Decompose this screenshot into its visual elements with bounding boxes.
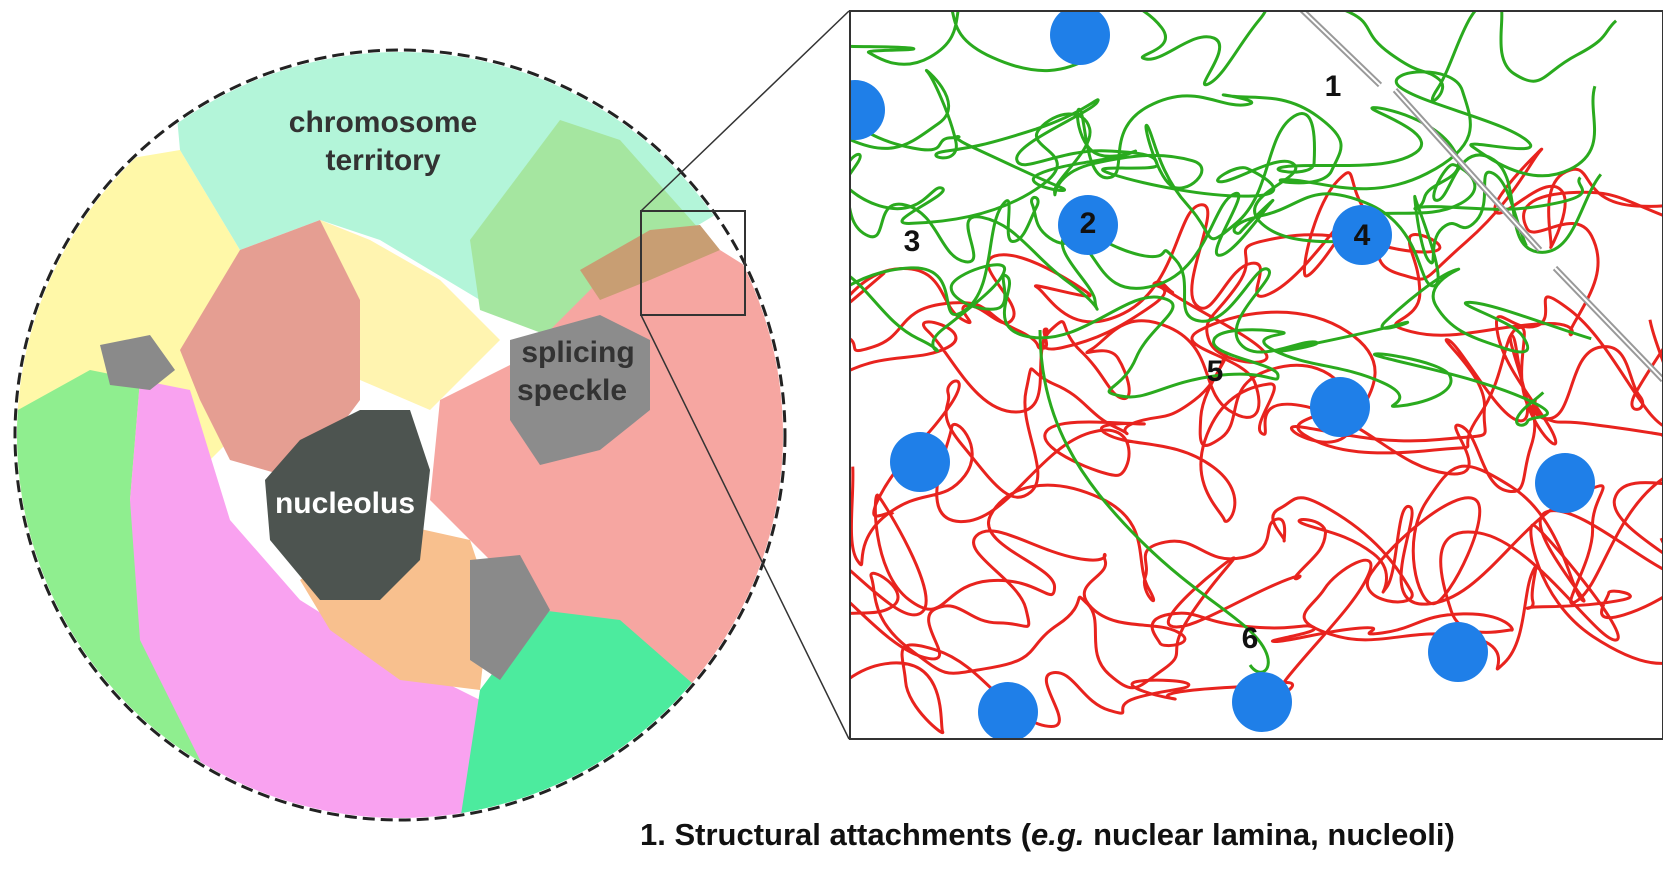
zoom-markers: 1 2 3 4 5 6 [904, 70, 1371, 655]
caption-lead: 1. Structural attachments ( [640, 817, 1032, 852]
attachment-point [1058, 195, 1118, 255]
chromatin-green [850, 263, 1549, 427]
chromatin-red [850, 310, 1663, 444]
nucleus-territories [17, 52, 783, 818]
chromatin-red [850, 558, 1663, 735]
attachment-point [1535, 453, 1595, 513]
label: nucleolus [275, 487, 415, 520]
zoom-region [640, 210, 746, 316]
zoom-view [850, 11, 1663, 739]
label: splicing [521, 336, 634, 369]
caption-rest: nuclear lamina, nucleoli) [1084, 817, 1454, 852]
chromatin-red [850, 476, 1663, 690]
chromatin-green [850, 170, 1528, 317]
attachment-point [1428, 622, 1488, 682]
chromatin-green [1038, 329, 1270, 674]
chromatin-red [850, 190, 1663, 364]
zoom-connector [640, 314, 850, 740]
zoom-frame [849, 10, 1663, 740]
caption: 1. Structural attachments (e.g. nuclear … [640, 817, 1455, 852]
attachment-point [1310, 377, 1370, 437]
chromatin-green [850, 11, 1618, 103]
splicing-speckle-body [510, 315, 650, 465]
zoom-marker: 5 [1207, 355, 1224, 388]
chromatin-green [850, 106, 1584, 241]
label: speckle [517, 374, 627, 407]
nuclear-envelope [13, 48, 787, 822]
attachment-point [890, 432, 950, 492]
attachment-point [850, 80, 885, 140]
attachment-point [978, 682, 1038, 739]
caption-italic: e.g. [1031, 817, 1084, 852]
zoom-marker: 1 [1325, 70, 1342, 103]
zoom-connector [640, 10, 850, 212]
chromatin-red [850, 523, 1663, 665]
label: chromosome [289, 106, 477, 139]
nucleolus-body [265, 410, 430, 600]
label: territory [325, 144, 440, 177]
gray-body [100, 335, 175, 390]
zoom-marker: 6 [1242, 622, 1259, 655]
territory-rose [180, 220, 360, 480]
chromatin-green [850, 70, 1597, 193]
chromatin-green [850, 152, 1592, 354]
attachment-point [1332, 205, 1392, 265]
chromatin-green [850, 68, 1603, 254]
attachment-point [1050, 11, 1110, 65]
zoom-marker: 4 [1354, 219, 1371, 252]
gray-body [470, 555, 550, 680]
lamina-gap [1301, 11, 1663, 381]
zoom-marker: 2 [1080, 207, 1097, 240]
zoom-marker: 3 [904, 225, 921, 258]
attachment-point [1232, 672, 1292, 732]
territory-brown [580, 225, 720, 300]
territory-pink [130, 380, 480, 818]
chromatin-red [850, 464, 1663, 617]
